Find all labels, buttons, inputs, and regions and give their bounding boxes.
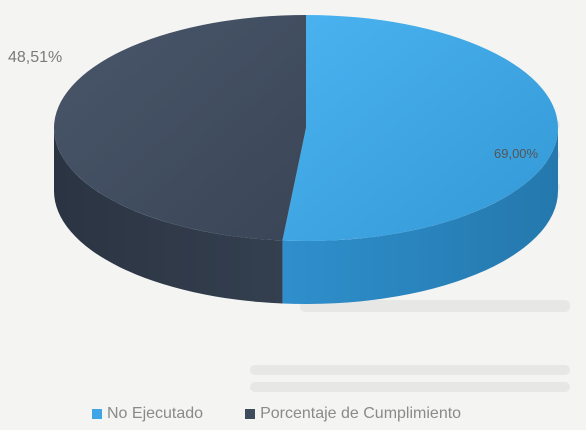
- pie-slice-no-ejecutado: [282, 15, 558, 241]
- legend-label-no-ejecutado: No Ejecutado: [107, 405, 204, 422]
- pie-slice-porcentaje-cumplimiento: [53, 15, 307, 241]
- pie-side-porcentaje-cumplimiento: [53, 128, 283, 304]
- legend-item-porcentaje-cumplimiento: Porcentaje de Cumplimiento: [245, 405, 461, 423]
- legend-swatch-no-ejecutado: [92, 409, 102, 419]
- pie-side-no-ejecutado: [282, 128, 558, 304]
- data-label-porcentaje-cumplimiento: 48,51%: [8, 49, 63, 66]
- legend: No Ejecutado Porcentaje de Cumplimiento: [92, 405, 461, 423]
- data-label-no-ejecutado: 69,00%: [494, 146, 539, 161]
- legend-label-porcentaje-cumplimiento: Porcentaje de Cumplimiento: [260, 405, 462, 422]
- legend-item-no-ejecutado: No Ejecutado: [92, 405, 203, 423]
- legend-swatch-porcentaje-cumplimiento: [245, 409, 256, 419]
